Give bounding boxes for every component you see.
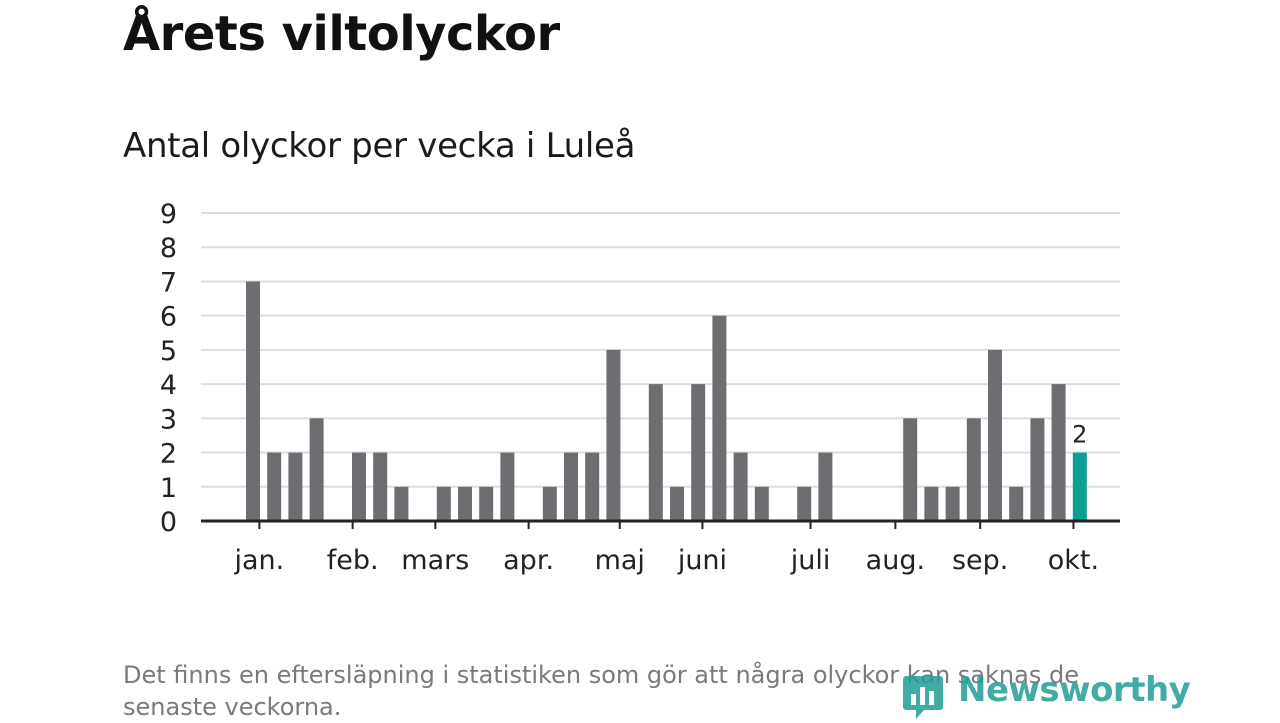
x-tick-label: apr.	[503, 545, 554, 576]
data-labels: 2	[1072, 421, 1087, 449]
bar	[1030, 418, 1045, 521]
y-tick-label: 5	[160, 336, 177, 367]
bar	[500, 452, 515, 521]
y-tick-label: 8	[160, 233, 177, 264]
y-tick-label: 1	[160, 473, 177, 504]
bar	[309, 418, 324, 521]
newsworthy-logo: Newsworthy	[902, 668, 1191, 720]
bar	[1009, 486, 1024, 521]
bar	[733, 452, 748, 521]
bar	[1051, 384, 1066, 521]
bar	[352, 452, 366, 521]
newsworthy-logo-icon	[903, 676, 943, 719]
highlighted-bar	[1072, 452, 1087, 521]
bars	[246, 281, 1087, 521]
x-axis	[201, 519, 1120, 529]
bar	[712, 315, 727, 521]
bar	[479, 486, 494, 521]
bar	[818, 452, 833, 521]
y-tick-label: 6	[160, 302, 177, 333]
bar	[564, 452, 578, 521]
y-tick-label: 3	[160, 404, 177, 435]
bar	[924, 486, 939, 521]
x-axis-tick-labels: jan. feb. mars apr. maj juni juli aug. sep. okt.	[233, 545, 1099, 576]
bar	[288, 452, 303, 521]
x-tick-label: feb.	[327, 545, 379, 576]
bar	[542, 486, 557, 521]
bar	[436, 486, 451, 521]
bar	[246, 281, 260, 521]
y-tick-label: 9	[160, 199, 177, 230]
y-tick-label: 7	[160, 267, 177, 298]
bar	[988, 349, 1002, 521]
y-tick-label: 2	[160, 439, 177, 470]
newsworthy-logo-text: Newsworthy	[958, 670, 1191, 710]
chart-subtitle: Antal olyckor per vecka i Luleå	[123, 126, 636, 166]
bar	[966, 418, 981, 521]
x-tick-label: maj	[595, 545, 645, 576]
x-tick-label: jan.	[233, 545, 284, 576]
bar	[797, 486, 812, 521]
x-tick-label: okt.	[1048, 545, 1099, 576]
bar	[458, 486, 472, 521]
x-tick-label: aug.	[866, 545, 925, 576]
x-tick-label: mars	[401, 545, 469, 576]
chart-title: Årets viltolyckor	[123, 6, 560, 62]
bar	[945, 486, 960, 521]
bar	[606, 349, 621, 521]
bar	[585, 452, 600, 521]
bar	[648, 384, 663, 521]
bar	[267, 452, 282, 521]
bar	[754, 486, 769, 521]
y-tick-label: 4	[160, 370, 177, 401]
bar	[903, 418, 918, 521]
bar	[670, 486, 684, 521]
x-tick-label: juli	[790, 545, 831, 576]
bar	[373, 452, 388, 521]
x-tick-label: juni	[677, 545, 727, 576]
bar	[691, 384, 706, 521]
bar	[394, 486, 409, 521]
data-label: 2	[1072, 421, 1087, 449]
x-tick-label: sep.	[952, 545, 1008, 576]
y-tick-label: 0	[160, 507, 177, 538]
